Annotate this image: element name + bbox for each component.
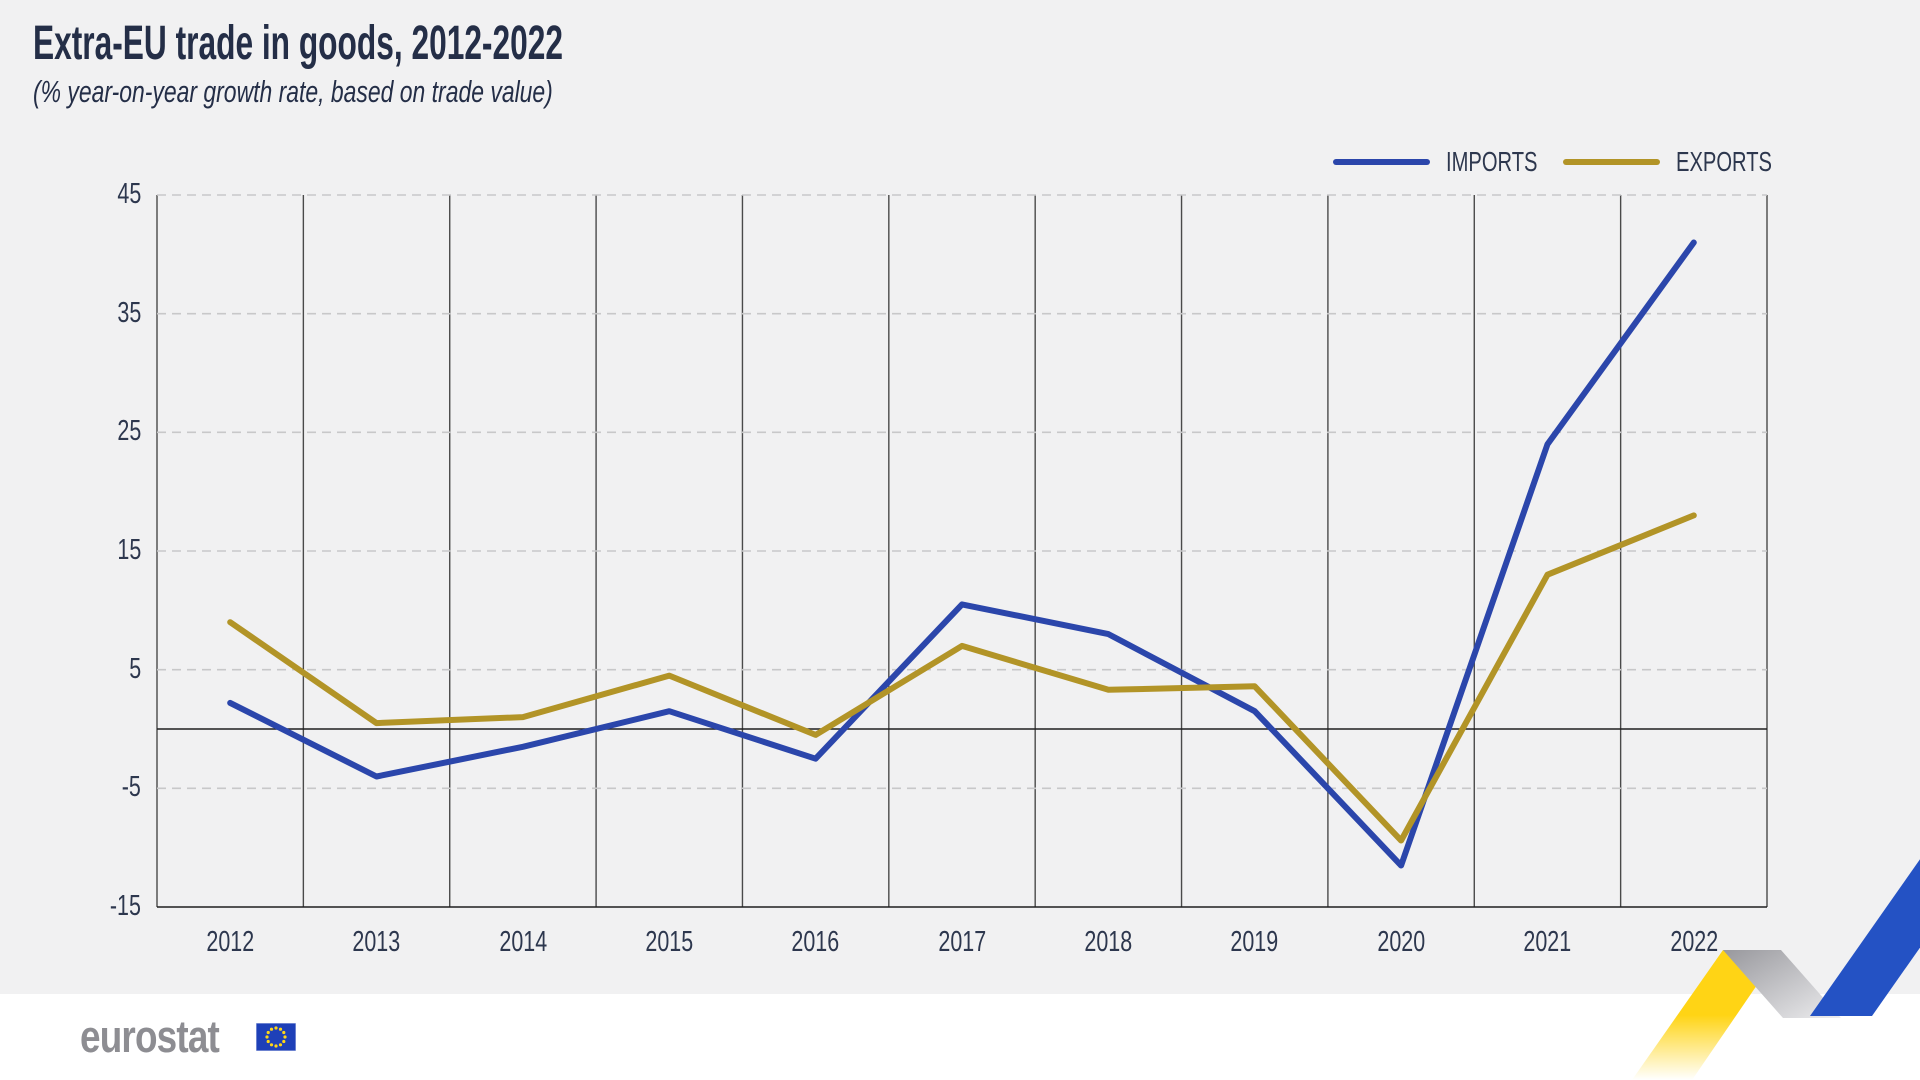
eu-flag-star bbox=[264, 1035, 269, 1039]
eu-flag-star bbox=[281, 1039, 285, 1044]
x-axis-label: 2015 bbox=[645, 926, 694, 958]
legend-item-exports: EXPORTS bbox=[1563, 146, 1809, 178]
eu-flag-star bbox=[278, 1043, 282, 1047]
x-axis-label: 2020 bbox=[1377, 926, 1425, 958]
x-axis-label: 2022 bbox=[1669, 926, 1718, 958]
eu-flag-star bbox=[266, 1030, 270, 1035]
chart-title: Extra-EU trade in goods, 2012-2022 bbox=[33, 17, 563, 70]
eu-flag-icon bbox=[255, 1022, 297, 1052]
eu-flag-star bbox=[266, 1039, 270, 1044]
eu-flag-star bbox=[273, 1044, 278, 1048]
eu-flag-star bbox=[278, 1027, 282, 1031]
imports-data-line bbox=[227, 239, 1697, 869]
x-axis-label: 2013 bbox=[352, 926, 401, 958]
y-axis-label: 25 bbox=[117, 415, 141, 448]
y-axis-label: 15 bbox=[117, 534, 141, 566]
eu-flag-star bbox=[273, 1026, 278, 1030]
eu-flag-star bbox=[281, 1030, 285, 1035]
eurostat-logo-text: eurostat bbox=[80, 1011, 220, 1062]
x-axis-label: 2014 bbox=[499, 926, 547, 958]
y-axis-label: 35 bbox=[117, 296, 141, 329]
eurostat-logo: eurostat bbox=[80, 1011, 297, 1062]
legend-label-exports: EXPORTS bbox=[1676, 146, 1772, 177]
x-axis-label: 2021 bbox=[1523, 926, 1572, 958]
ribbon-blue-segment bbox=[1810, 859, 1920, 1016]
exports-line-swatch bbox=[1563, 159, 1660, 165]
eu-flag-star bbox=[282, 1035, 287, 1039]
legend-label-imports: IMPORTS bbox=[1446, 146, 1538, 177]
y-axis-label: -15 bbox=[109, 890, 141, 922]
x-axis-label: 2018 bbox=[1084, 926, 1133, 958]
x-axis-label: 2016 bbox=[791, 926, 840, 958]
y-axis-label: -5 bbox=[121, 771, 141, 804]
footer-band bbox=[0, 994, 1920, 1080]
y-axis-label: 45 bbox=[117, 178, 141, 210]
x-axis-label: 2019 bbox=[1230, 926, 1279, 958]
x-axis-label: 2012 bbox=[206, 926, 255, 958]
legend-item-imports: IMPORTS bbox=[1333, 146, 1573, 178]
imports-line-swatch bbox=[1333, 159, 1430, 165]
eu-flag-star bbox=[269, 1043, 273, 1047]
x-axis-label: 2017 bbox=[938, 926, 986, 958]
chart-subtitle: (% year-on-year growth rate, based on tr… bbox=[33, 74, 553, 109]
eu-flag-star bbox=[269, 1027, 273, 1031]
y-axis-label: 5 bbox=[129, 652, 141, 685]
exports-data-line bbox=[227, 512, 1697, 844]
